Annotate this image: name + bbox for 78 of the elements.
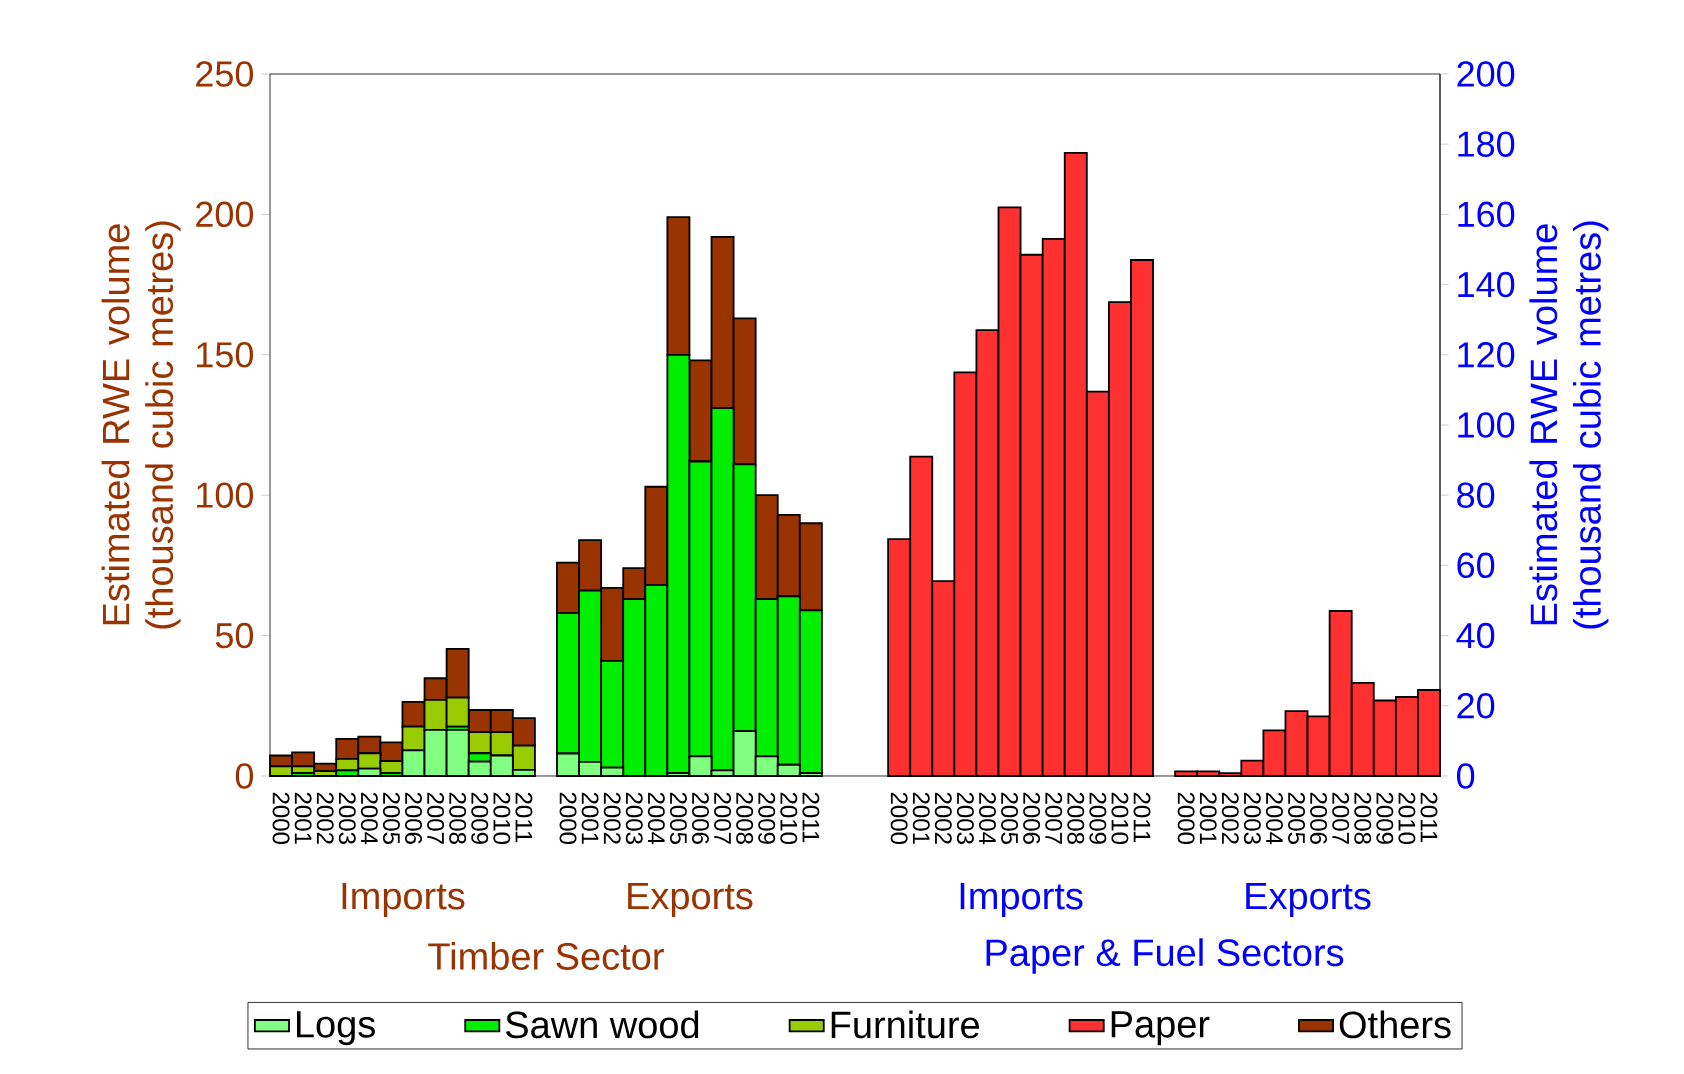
text: Timber Sector	[428, 942, 664, 970]
y2-tick-label: 140	[1458, 271, 1515, 298]
x-tick-label: 2004	[1265, 792, 1283, 845]
x-tick-label: 2002	[603, 792, 621, 844]
x-tick-label: 2007	[1332, 792, 1350, 844]
y2-tick-label: 180	[1458, 131, 1515, 157]
y-tick-label: 200	[196, 201, 253, 228]
x-tick-label: 2005	[382, 792, 400, 844]
x-tick-label: 2006	[1023, 792, 1041, 844]
x-tick-label: 2001	[912, 792, 930, 844]
x-tick-label: 2006	[692, 792, 709, 844]
x-tick-label: 2002	[1221, 792, 1239, 844]
x-tick-label: 2008	[449, 792, 467, 844]
x-tick-label: 2009	[471, 792, 489, 844]
x-tick-label: 2000	[1177, 792, 1195, 845]
y2-tick-label: 200	[1457, 61, 1515, 87]
x-tick-label: 2003	[956, 792, 974, 844]
x-tick-label: 2007	[1045, 792, 1063, 844]
y-tick-label: 0	[235, 763, 254, 789]
x-tick-label: 2010	[780, 792, 798, 845]
text: Exports	[1246, 882, 1371, 917]
x-tick-label: 2006	[1310, 792, 1328, 844]
y-tick-label: 50	[215, 622, 254, 649]
legend-label: Sawn wood	[505, 1010, 699, 1039]
x-tick-label: 2011	[802, 792, 820, 843]
x-tick-label: 2010	[1398, 792, 1416, 845]
x-tick-label: 2010	[1111, 792, 1129, 845]
x-tick-label: 2007	[427, 792, 445, 844]
x-tick-label: 2008	[1354, 792, 1372, 844]
text: Imports	[342, 882, 465, 917]
y2-tick-label: 160	[1458, 201, 1515, 228]
y2-tick-label: 20	[1457, 693, 1495, 719]
x-tick-label: 2000	[890, 792, 908, 845]
x-tick-label: 2009	[1089, 792, 1107, 844]
text: Exports	[628, 882, 753, 917]
text: Imports	[960, 882, 1083, 917]
legend-label: Paper	[1111, 1011, 1210, 1046]
y2-tick-label: 120	[1458, 342, 1515, 368]
x-tick-label: 2002	[316, 792, 334, 844]
x-tick-label: 2000	[559, 792, 577, 845]
y-axis-title: Estimated RWE volume (thousand cubic metres)	[101, 221, 181, 629]
x-tick-label: 2001	[1199, 792, 1217, 844]
x-tick-label: 2001	[294, 792, 312, 844]
x-tick-label: 2003	[625, 792, 643, 844]
legend-label: Logs	[297, 1011, 375, 1046]
y2-tick-label: 60	[1457, 552, 1495, 579]
x-tick-label: 2010	[493, 792, 511, 845]
y2-tick-label: 0	[1457, 763, 1475, 789]
y2-tick-label: 40	[1456, 622, 1495, 649]
y2-tick-label: 100	[1458, 412, 1515, 438]
y-tick-label: 150	[197, 342, 253, 368]
x-tick-label: 2000	[272, 792, 290, 845]
x-tick-label: 2005	[1001, 792, 1019, 844]
x-tick-label: 2001	[581, 792, 599, 844]
x-tick-label: 2007	[714, 792, 732, 844]
y2-tick-label: 80	[1457, 482, 1495, 508]
x-tick-label: 2004	[360, 792, 378, 845]
x-tick-label: 2011	[1420, 792, 1438, 843]
x-tick-label: 2005	[1288, 792, 1305, 844]
x-tick-label: 2004	[978, 792, 996, 845]
x-tick-label: 2003	[338, 792, 356, 844]
x-tick-label: 2011	[515, 792, 533, 843]
x-tick-label: 2009	[758, 792, 776, 844]
y-tick-label: 100	[197, 482, 253, 508]
x-tick-label: 2003	[1243, 792, 1261, 844]
legend-label: Furniture	[831, 1010, 980, 1039]
x-tick-label: 2005	[669, 792, 687, 844]
x-tick-label: 2011	[1133, 792, 1151, 843]
x-tick-label: 2002	[934, 792, 952, 844]
x-tick-label: 2008	[1067, 792, 1085, 844]
x-tick-label: 2004	[647, 792, 665, 845]
x-tick-label: 2009	[1376, 792, 1394, 844]
legend-label: Others	[1339, 1010, 1451, 1039]
text: Paper & Fuel Sectors	[986, 938, 1344, 974]
y-tick-label: 250	[196, 61, 253, 87]
y2-axis-title: Estimated RWE volume (thousand cubic metres)	[1529, 221, 1609, 629]
x-tick-label: 2006	[405, 792, 422, 844]
x-tick-label: 2008	[736, 792, 754, 844]
